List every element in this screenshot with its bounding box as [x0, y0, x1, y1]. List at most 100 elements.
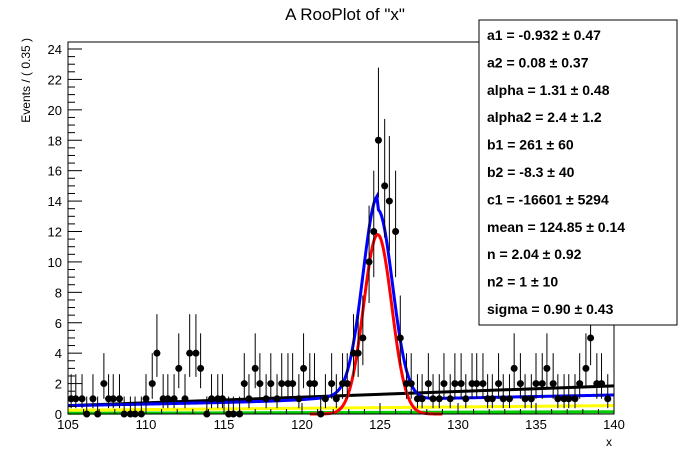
- data-marker: [197, 364, 205, 372]
- data-marker: [332, 395, 340, 403]
- data-marker: [218, 395, 226, 403]
- data-marker: [78, 395, 86, 403]
- data-marker: [153, 349, 161, 357]
- data-point: [343, 353, 351, 399]
- data-marker: [587, 334, 595, 342]
- data-marker: [300, 364, 308, 372]
- data-marker: [72, 395, 80, 403]
- data-marker: [208, 395, 216, 403]
- data-marker: [267, 380, 275, 388]
- data-point: [164, 374, 172, 409]
- y-tick-label: 2: [55, 377, 62, 392]
- data-marker: [446, 395, 454, 403]
- data-marker: [527, 395, 535, 403]
- data-point: [354, 314, 362, 377]
- y-tick-label: 0: [55, 407, 62, 422]
- data-marker: [170, 395, 178, 403]
- data-point: [273, 374, 281, 409]
- x-tick-label: 130: [447, 417, 469, 432]
- data-point: [374, 67, 382, 198]
- y-tick-label: 10: [48, 255, 62, 270]
- data-point: [604, 374, 612, 409]
- data-marker: [273, 395, 281, 403]
- data-point: [181, 374, 189, 409]
- data-point: [332, 374, 340, 409]
- chart-title: A RooPlot of "x": [285, 5, 405, 24]
- param-a1: a1 = -0.932 ± 0.47: [487, 27, 601, 43]
- data-point: [262, 374, 270, 409]
- data-marker: [374, 136, 382, 144]
- data-point: [267, 353, 275, 399]
- data-point: [370, 170, 378, 278]
- signal-fit-curve: [309, 232, 443, 416]
- param-a2: a2 = 0.08 ± 0.37: [487, 54, 589, 70]
- data-point: [142, 374, 150, 409]
- data-marker: [370, 228, 378, 235]
- data-point: [451, 353, 459, 399]
- data-marker: [495, 380, 503, 388]
- x-tick-label: 115: [214, 417, 235, 432]
- fit-parameter-box-frame: [478, 19, 678, 326]
- data-point: [359, 295, 367, 366]
- data-marker: [256, 380, 264, 388]
- data-marker: [175, 364, 183, 372]
- data-point: [328, 353, 336, 399]
- data-point: [499, 374, 507, 409]
- y-tick-label: 4: [55, 346, 62, 361]
- data-point: [521, 374, 529, 409]
- data-point: [245, 374, 253, 409]
- data-marker: [435, 395, 443, 403]
- data-marker: [499, 395, 507, 403]
- green-component-curve: [67, 410, 615, 415]
- data-marker: [115, 395, 123, 403]
- data-point: [505, 374, 513, 409]
- param-b2: b2 = -8.3 ± 40: [487, 164, 575, 180]
- data-marker: [582, 364, 590, 372]
- data-point: [381, 118, 389, 238]
- data-point: [186, 314, 194, 377]
- y-axis-label: Events / ( 0.35 ): [19, 38, 33, 123]
- data-marker: [385, 197, 393, 205]
- data-point: [532, 353, 540, 399]
- param-mean: mean = 124.85 ± 0.14: [487, 219, 625, 235]
- data-marker: [310, 380, 318, 388]
- data-marker: [488, 395, 496, 403]
- data-point: [473, 353, 481, 399]
- data-marker: [549, 380, 557, 388]
- data-point: [565, 374, 573, 409]
- data-marker: [479, 380, 487, 388]
- data-marker: [192, 349, 200, 357]
- data-marker: [240, 380, 248, 388]
- data-marker: [328, 380, 336, 388]
- data-point: [598, 353, 606, 399]
- data-point: [192, 314, 200, 377]
- data-marker: [576, 380, 584, 388]
- x-tick-label: 120: [291, 417, 313, 432]
- data-marker: [148, 380, 156, 388]
- data-marker: [396, 334, 404, 342]
- data-marker: [604, 395, 612, 403]
- data-point: [310, 353, 318, 399]
- param-sigma: sigma = 0.90 ± 0.43: [487, 301, 614, 317]
- data-marker: [359, 334, 367, 342]
- data-point: [251, 333, 259, 389]
- data-marker: [100, 380, 108, 388]
- y-tick-label: 24: [48, 42, 62, 57]
- x-tick-label: 135: [525, 417, 547, 432]
- data-marker: [181, 395, 189, 403]
- data-point: [365, 205, 373, 304]
- data-point: [278, 353, 286, 399]
- data-point: [385, 136, 393, 251]
- data-point: [435, 374, 443, 409]
- data-marker: [365, 258, 373, 266]
- data-point: [109, 374, 117, 409]
- data-point: [527, 374, 535, 409]
- data-point: [89, 374, 97, 409]
- data-marker: [392, 228, 400, 235]
- fit-parameter-box: a1 = -0.932 ± 0.47 a2 = 0.08 ± 0.37 alpha …: [478, 19, 678, 326]
- data-point: [543, 333, 551, 389]
- data-point: [429, 374, 437, 409]
- data-point: [208, 374, 216, 409]
- data-point: [538, 353, 546, 399]
- data-marker: [516, 380, 524, 388]
